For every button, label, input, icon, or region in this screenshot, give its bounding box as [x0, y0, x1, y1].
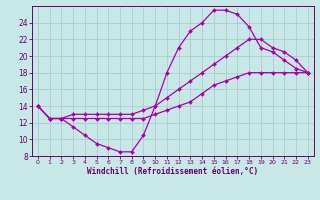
X-axis label: Windchill (Refroidissement éolien,°C): Windchill (Refroidissement éolien,°C)	[87, 167, 258, 176]
